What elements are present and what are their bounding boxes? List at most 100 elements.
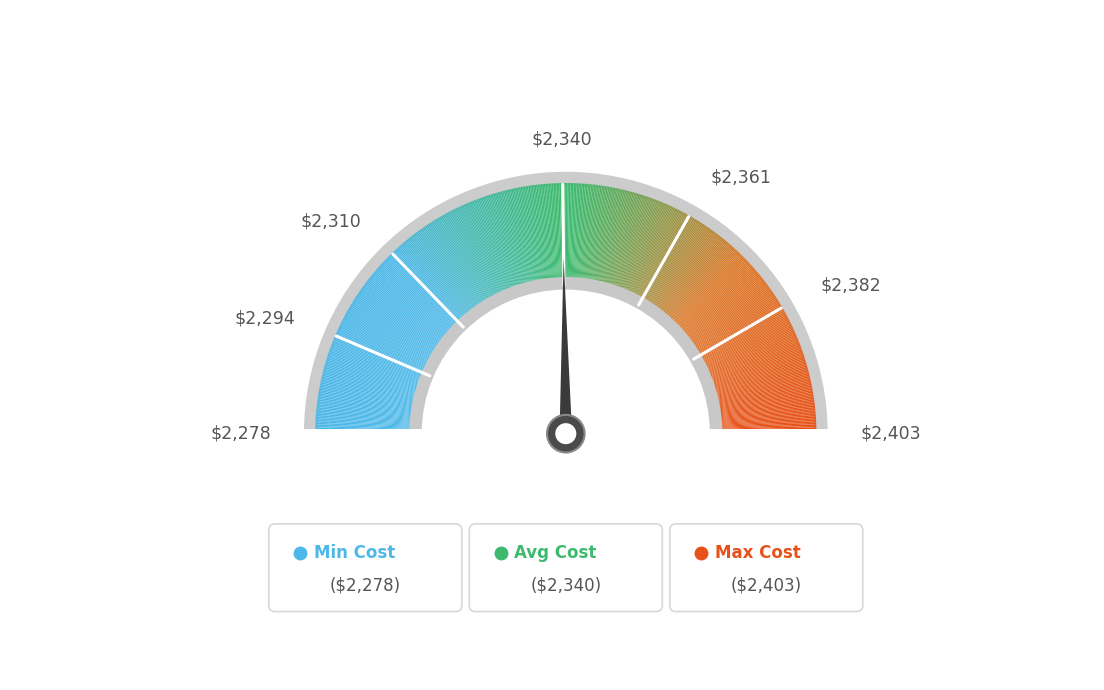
Wedge shape xyxy=(671,262,750,335)
Wedge shape xyxy=(618,200,658,299)
Wedge shape xyxy=(700,335,797,377)
Wedge shape xyxy=(686,293,774,353)
Wedge shape xyxy=(592,187,612,290)
Wedge shape xyxy=(420,229,481,315)
Wedge shape xyxy=(379,266,458,337)
Wedge shape xyxy=(593,188,614,291)
Wedge shape xyxy=(711,420,816,426)
Wedge shape xyxy=(613,196,648,296)
Wedge shape xyxy=(316,426,421,430)
Wedge shape xyxy=(626,206,671,302)
Wedge shape xyxy=(374,270,456,339)
Wedge shape xyxy=(474,200,513,299)
Wedge shape xyxy=(696,322,790,369)
Wedge shape xyxy=(627,206,672,302)
Wedge shape xyxy=(433,220,489,310)
Wedge shape xyxy=(659,241,728,323)
Wedge shape xyxy=(658,239,725,322)
Wedge shape xyxy=(573,184,580,288)
Wedge shape xyxy=(699,331,795,375)
Wedge shape xyxy=(325,365,426,395)
Wedge shape xyxy=(431,222,488,311)
Wedge shape xyxy=(697,323,792,370)
Wedge shape xyxy=(611,195,645,296)
Wedge shape xyxy=(416,232,479,317)
Wedge shape xyxy=(708,379,810,403)
Wedge shape xyxy=(512,188,535,292)
Wedge shape xyxy=(323,367,426,396)
FancyBboxPatch shape xyxy=(670,524,863,611)
Wedge shape xyxy=(335,337,432,378)
Wedge shape xyxy=(346,313,438,364)
Wedge shape xyxy=(711,418,816,426)
Wedge shape xyxy=(636,214,688,307)
Wedge shape xyxy=(679,277,762,343)
Wedge shape xyxy=(580,184,591,289)
Wedge shape xyxy=(464,204,507,301)
Wedge shape xyxy=(607,193,639,295)
Wedge shape xyxy=(316,416,421,424)
Wedge shape xyxy=(320,385,423,406)
Wedge shape xyxy=(673,264,752,336)
Wedge shape xyxy=(584,185,598,290)
Wedge shape xyxy=(668,255,743,331)
Wedge shape xyxy=(488,195,522,295)
Wedge shape xyxy=(603,191,631,293)
Wedge shape xyxy=(477,199,514,298)
Wedge shape xyxy=(367,280,450,345)
Wedge shape xyxy=(473,201,512,299)
Wedge shape xyxy=(478,199,516,297)
Wedge shape xyxy=(624,204,667,301)
Wedge shape xyxy=(327,356,427,390)
Wedge shape xyxy=(318,396,422,413)
Wedge shape xyxy=(332,340,431,380)
Wedge shape xyxy=(553,184,560,288)
Wedge shape xyxy=(654,234,719,318)
Wedge shape xyxy=(514,188,537,291)
Wedge shape xyxy=(450,210,500,304)
Wedge shape xyxy=(326,361,427,392)
Wedge shape xyxy=(694,316,787,366)
Wedge shape xyxy=(644,222,701,311)
Wedge shape xyxy=(703,352,803,387)
Wedge shape xyxy=(320,380,424,404)
Wedge shape xyxy=(683,286,769,349)
Wedge shape xyxy=(707,373,809,400)
Text: $2,310: $2,310 xyxy=(300,213,361,230)
Wedge shape xyxy=(318,397,422,413)
Wedge shape xyxy=(338,328,434,373)
Wedge shape xyxy=(390,254,465,331)
Wedge shape xyxy=(359,291,446,352)
Wedge shape xyxy=(640,219,697,310)
Wedge shape xyxy=(424,226,484,314)
Wedge shape xyxy=(711,416,816,424)
Wedge shape xyxy=(332,342,431,381)
Wedge shape xyxy=(625,204,668,301)
Wedge shape xyxy=(319,388,423,408)
Wedge shape xyxy=(330,346,429,384)
Wedge shape xyxy=(327,357,427,391)
Wedge shape xyxy=(511,189,535,292)
Wedge shape xyxy=(711,426,816,430)
Wedge shape xyxy=(495,193,526,295)
Wedge shape xyxy=(637,215,689,307)
Wedge shape xyxy=(601,190,627,293)
Wedge shape xyxy=(329,348,429,385)
Text: $2,340: $2,340 xyxy=(532,130,593,148)
Wedge shape xyxy=(564,183,565,288)
Wedge shape xyxy=(677,273,758,341)
Wedge shape xyxy=(617,199,655,298)
Wedge shape xyxy=(680,277,763,344)
Wedge shape xyxy=(318,393,423,411)
Wedge shape xyxy=(558,183,562,288)
Wedge shape xyxy=(443,215,495,307)
Wedge shape xyxy=(399,246,469,325)
Wedge shape xyxy=(662,246,733,325)
Wedge shape xyxy=(590,186,608,290)
Wedge shape xyxy=(410,277,722,433)
Wedge shape xyxy=(316,423,421,428)
Wedge shape xyxy=(535,185,550,289)
Wedge shape xyxy=(704,356,805,390)
Wedge shape xyxy=(688,298,777,356)
FancyBboxPatch shape xyxy=(469,524,662,611)
